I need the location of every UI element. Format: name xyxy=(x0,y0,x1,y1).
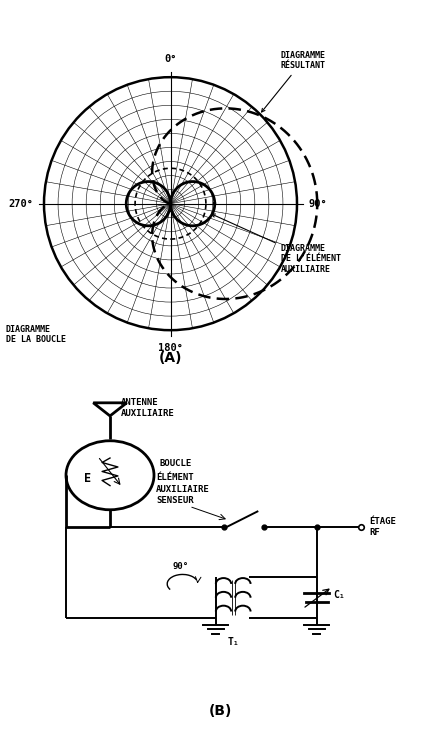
Text: 0°: 0° xyxy=(164,54,177,64)
Text: T₁: T₁ xyxy=(227,637,239,647)
Text: ÉTAGE
RF: ÉTAGE RF xyxy=(370,517,396,537)
Text: (B): (B) xyxy=(208,705,232,719)
Text: 270°: 270° xyxy=(8,199,33,208)
Text: C₁: C₁ xyxy=(334,590,345,600)
Text: DIAGRAMME
DE LA BOUCLE: DIAGRAMME DE LA BOUCLE xyxy=(5,324,66,344)
Text: BOUCLE: BOUCLE xyxy=(159,459,191,468)
Text: (A): (A) xyxy=(159,351,182,365)
Text: 90°: 90° xyxy=(308,199,327,208)
Text: E: E xyxy=(84,472,91,485)
Text: 180°: 180° xyxy=(158,344,183,353)
Text: DIAGRAMME
RÉSULTANT: DIAGRAMME RÉSULTANT xyxy=(262,51,326,112)
Text: 90°: 90° xyxy=(172,562,188,571)
Text: ANTENNE
AUXILIAIRE: ANTENNE AUXILIAIRE xyxy=(121,398,175,418)
Text: DIAGRAMME
DE L'ÉLÉMENT
AUXILIAIRE: DIAGRAMME DE L'ÉLÉMENT AUXILIAIRE xyxy=(212,214,341,274)
Text: ÉLÉMENT
AUXILIAIRE
SENSEUR: ÉLÉMENT AUXILIAIRE SENSEUR xyxy=(156,473,210,506)
